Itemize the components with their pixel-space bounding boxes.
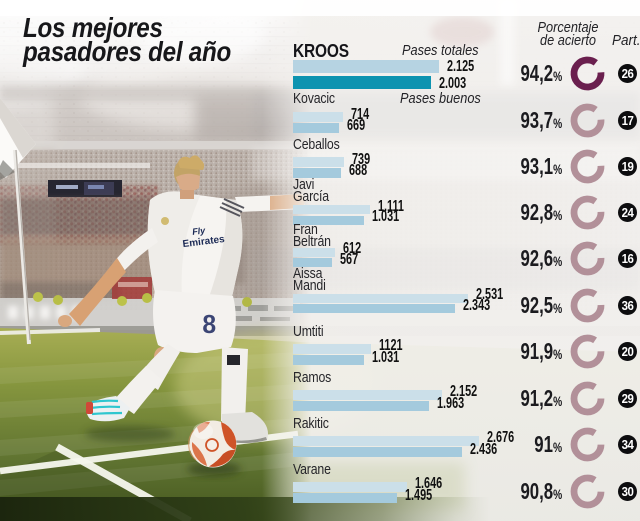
svg-text:8: 8 (202, 310, 216, 339)
svg-text:Emirates: Emirates (182, 234, 226, 250)
svg-text:Fly: Fly (192, 225, 207, 237)
